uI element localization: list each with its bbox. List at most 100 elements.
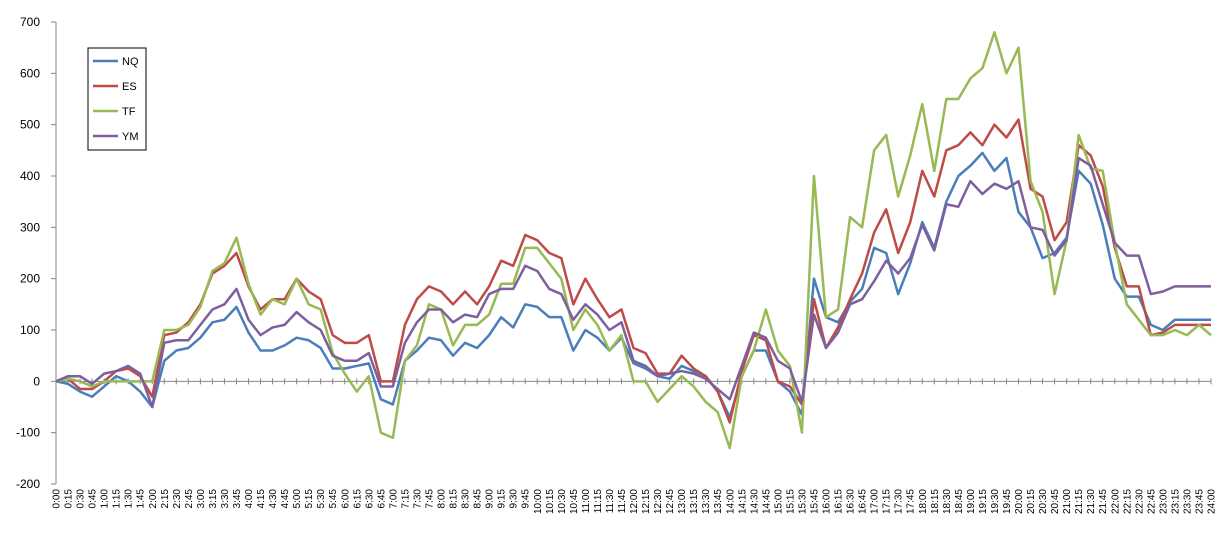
x-tick-label: 2:30 bbox=[172, 489, 183, 509]
x-tick-label: 8:15 bbox=[449, 489, 460, 509]
x-tick-label: 2:45 bbox=[184, 489, 195, 509]
x-tick-label: 22:30 bbox=[1134, 489, 1145, 514]
x-tick-label: 9:45 bbox=[521, 489, 532, 509]
y-tick-label: -100 bbox=[16, 426, 40, 440]
x-tick-label: 1:00 bbox=[100, 489, 111, 509]
x-tick-label: 7:45 bbox=[424, 489, 435, 509]
x-tick-label: 3:30 bbox=[220, 489, 231, 509]
x-tick-label: 10:30 bbox=[557, 489, 568, 514]
x-tick-label: 2:00 bbox=[148, 489, 159, 509]
series-lines bbox=[55, 31, 1212, 450]
x-tick-label: 9:15 bbox=[497, 489, 508, 509]
series-line-nq bbox=[55, 151, 1211, 419]
x-tick-label: 19:30 bbox=[990, 489, 1001, 514]
x-tick-label: 6:45 bbox=[376, 489, 387, 509]
x-tick-label: 23:30 bbox=[1182, 489, 1193, 514]
x-tick-label: 5:45 bbox=[328, 489, 339, 509]
y-tick-label: 400 bbox=[20, 169, 40, 183]
x-tick-label: 14:00 bbox=[725, 489, 736, 514]
x-tick-label: 20:15 bbox=[1026, 489, 1037, 514]
x-tick-label: 12:30 bbox=[653, 489, 664, 514]
x-tick-label: 18:30 bbox=[942, 489, 953, 514]
x-tick-label: 23:00 bbox=[1158, 489, 1169, 514]
x-tick-label: 7:00 bbox=[388, 489, 399, 509]
x-tick-label: 19:45 bbox=[1002, 489, 1013, 514]
y-axis-labels: 700 600 500 400 300 200 100 0 -100 -200 bbox=[16, 15, 40, 491]
x-tick-label: 20:45 bbox=[1050, 489, 1061, 514]
legend-box bbox=[87, 47, 147, 151]
x-tick-label: 14:15 bbox=[737, 489, 748, 514]
y-tick-label: 500 bbox=[20, 118, 40, 132]
x-tick-label: 0:15 bbox=[64, 489, 75, 509]
x-tick-label: 21:15 bbox=[1074, 489, 1085, 514]
x-tick-label: 4:45 bbox=[280, 489, 291, 509]
x-tick-label: 5:00 bbox=[292, 489, 303, 509]
x-tick-label: 17:15 bbox=[882, 489, 893, 514]
x-tick-label: 24:00 bbox=[1207, 489, 1218, 514]
x-tick-label: 17:45 bbox=[906, 489, 917, 514]
x-tick-label: 8:45 bbox=[473, 489, 484, 509]
x-tick-label: 11:30 bbox=[605, 489, 616, 514]
y-tick-label: -200 bbox=[16, 477, 40, 491]
x-tick-label: 13:45 bbox=[713, 489, 724, 514]
x-tick-label: 10:45 bbox=[569, 489, 580, 514]
x-tick-label: 12:15 bbox=[641, 489, 652, 514]
x-tick-label: 11:00 bbox=[581, 489, 592, 514]
y-tick-label: 100 bbox=[20, 323, 40, 337]
x-tick-label: 13:15 bbox=[689, 489, 700, 514]
x-axis-labels: 0:00 0:15 0:30 0:45 1:00 1:15 1:30 1:45 2:00 2:15… bbox=[52, 489, 1218, 514]
x-tick-label: 22:15 bbox=[1122, 489, 1133, 514]
axes bbox=[51, 21, 1212, 485]
x-tick-label: 1:30 bbox=[124, 489, 135, 509]
x-tick-label: 11:15 bbox=[593, 489, 604, 514]
x-tick-label: 7:30 bbox=[412, 489, 423, 509]
y-tick-label: 600 bbox=[20, 66, 40, 80]
y-tick-label: 0 bbox=[33, 374, 40, 388]
x-tick-label: 23:45 bbox=[1194, 489, 1205, 514]
legend-label-es: ES bbox=[122, 81, 137, 93]
x-tick-label: 19:15 bbox=[978, 489, 989, 514]
x-tick-label: 12:00 bbox=[629, 489, 640, 514]
x-tick-label: 0:45 bbox=[88, 489, 99, 509]
x-tick-label: 2:15 bbox=[160, 489, 171, 509]
x-tick-label: 13:30 bbox=[701, 489, 712, 514]
x-tick-label: 16:15 bbox=[834, 489, 845, 514]
x-tick-label: 1:45 bbox=[136, 489, 147, 509]
x-tick-label: 6:00 bbox=[340, 489, 351, 509]
legend-label-nq: NQ bbox=[122, 56, 139, 68]
x-tick-label: 5:30 bbox=[316, 489, 327, 509]
x-tick-label: 6:30 bbox=[364, 489, 375, 509]
x-tick-label: 15:00 bbox=[773, 489, 784, 514]
x-tick-label: 16:30 bbox=[846, 489, 857, 514]
x-tick-label: 0:00 bbox=[52, 489, 63, 509]
x-tick-label: 20:00 bbox=[1014, 489, 1025, 514]
x-tick-label: 20:30 bbox=[1038, 489, 1049, 514]
x-tick-label: 14:45 bbox=[761, 489, 772, 514]
x-tick-label: 17:30 bbox=[894, 489, 905, 514]
x-tick-label: 1:15 bbox=[112, 489, 123, 509]
x-tick-label: 21:00 bbox=[1062, 489, 1073, 514]
x-tick-label: 22:00 bbox=[1110, 489, 1121, 514]
series-line-ym bbox=[55, 156, 1211, 409]
x-tick-label: 10:15 bbox=[545, 489, 556, 514]
x-tick-label: 21:30 bbox=[1086, 489, 1097, 514]
x-tick-label: 5:15 bbox=[304, 489, 315, 509]
x-tick-label: 3:15 bbox=[208, 489, 219, 509]
x-tick-label: 18:00 bbox=[918, 489, 929, 514]
x-tick-label: 15:30 bbox=[797, 489, 808, 514]
x-tick-label: 7:15 bbox=[400, 489, 411, 509]
x-tick-label: 3:45 bbox=[232, 489, 243, 509]
x-tick-label: 16:00 bbox=[822, 489, 833, 514]
x-tick-label: 4:15 bbox=[256, 489, 267, 509]
legend-label-ym: YM bbox=[122, 131, 139, 143]
x-tick-label: 6:15 bbox=[352, 489, 363, 509]
series-line-tf bbox=[55, 31, 1212, 450]
legend-label-tf: TF bbox=[122, 106, 136, 118]
x-tick-label: 18:45 bbox=[954, 489, 965, 514]
x-tick-label: 22:45 bbox=[1146, 489, 1157, 514]
x-tick-label: 4:00 bbox=[244, 489, 255, 509]
x-tick-label: 19:00 bbox=[966, 489, 977, 514]
x-tick-label: 8:30 bbox=[461, 489, 472, 509]
